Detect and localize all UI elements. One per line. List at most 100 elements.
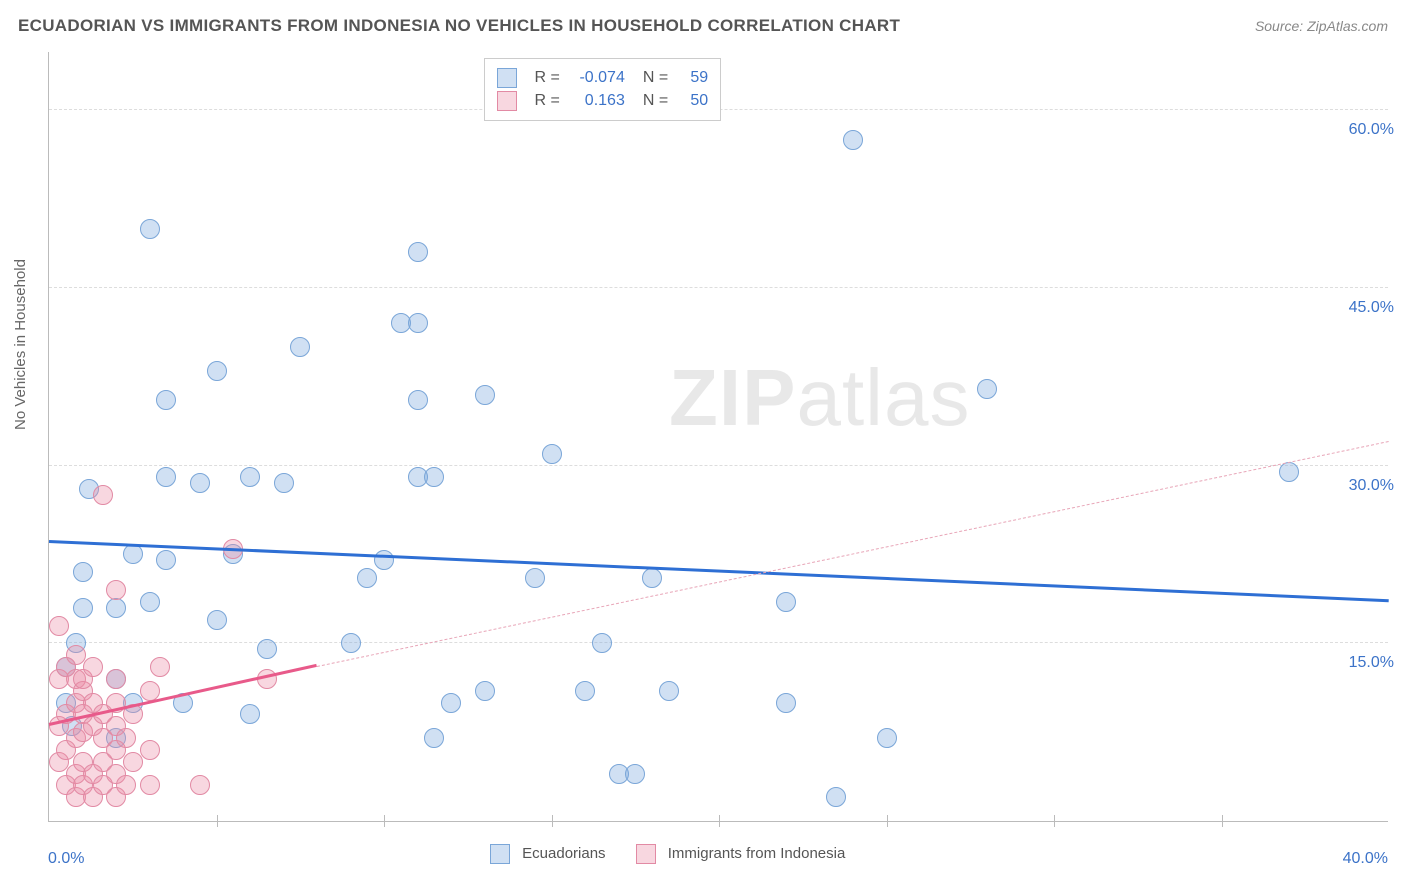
stats-swatch xyxy=(497,91,517,111)
stats-box: R = -0.074 N = 59 R = 0.163 N = 50 xyxy=(484,58,722,121)
stats-r-label: R = xyxy=(535,69,560,87)
y-tick-label: 45.0% xyxy=(1349,299,1394,317)
scatter-point xyxy=(73,598,93,618)
scatter-point xyxy=(441,693,461,713)
scatter-point xyxy=(374,550,394,570)
scatter-point xyxy=(140,740,160,760)
scatter-point xyxy=(73,562,93,582)
y-tick-label: 60.0% xyxy=(1349,121,1394,139)
watermark-zip: ZIP xyxy=(669,353,796,442)
legend-swatch-pink xyxy=(636,844,656,864)
legend-label-1: Ecuadorians xyxy=(522,845,605,862)
legend-item-1: Ecuadorians xyxy=(490,844,606,864)
scatter-point xyxy=(575,681,595,701)
legend-swatch-blue xyxy=(490,844,510,864)
plot-area: ZIPatlas xyxy=(48,52,1388,822)
scatter-point xyxy=(274,473,294,493)
trend-line xyxy=(317,441,1389,667)
source-label: Source: ZipAtlas.com xyxy=(1255,18,1388,34)
x-tick xyxy=(719,815,720,827)
gridline xyxy=(49,287,1388,288)
scatter-point xyxy=(357,568,377,588)
x-tick xyxy=(384,815,385,827)
x-tick xyxy=(217,815,218,827)
watermark-atlas: atlas xyxy=(796,353,970,442)
stats-row: R = 0.163 N = 50 xyxy=(497,91,709,111)
x-tick xyxy=(1222,815,1223,827)
scatter-point xyxy=(408,313,428,333)
scatter-point xyxy=(106,598,126,618)
scatter-point xyxy=(877,728,897,748)
title-bar: ECUADORIAN VS IMMIGRANTS FROM INDONESIA … xyxy=(18,16,1388,36)
bottom-legend: Ecuadorians Immigrants from Indonesia xyxy=(490,844,845,864)
scatter-point xyxy=(156,390,176,410)
scatter-point xyxy=(116,775,136,795)
scatter-point xyxy=(140,219,160,239)
stats-row: R = -0.074 N = 59 xyxy=(497,68,709,88)
scatter-point xyxy=(106,669,126,689)
scatter-point xyxy=(257,639,277,659)
scatter-point xyxy=(83,657,103,677)
scatter-point xyxy=(140,592,160,612)
scatter-point xyxy=(592,633,612,653)
scatter-point xyxy=(408,242,428,262)
scatter-point xyxy=(123,752,143,772)
scatter-point xyxy=(150,657,170,677)
scatter-point xyxy=(341,633,361,653)
gridline xyxy=(49,465,1388,466)
scatter-point xyxy=(106,580,126,600)
trend-line xyxy=(49,540,1389,602)
scatter-point xyxy=(240,704,260,724)
x-tick xyxy=(552,815,553,827)
scatter-point xyxy=(140,775,160,795)
stats-n-value: 59 xyxy=(678,69,708,87)
x-tick xyxy=(1054,815,1055,827)
stats-n-label: N = xyxy=(643,92,668,110)
scatter-point xyxy=(525,568,545,588)
stats-swatch xyxy=(497,68,517,88)
scatter-point xyxy=(625,764,645,784)
scatter-point xyxy=(123,544,143,564)
scatter-point xyxy=(424,467,444,487)
stats-n-value: 50 xyxy=(678,92,708,110)
legend-label-2: Immigrants from Indonesia xyxy=(668,845,846,862)
x-axis-max-label: 40.0% xyxy=(1343,850,1388,868)
scatter-point xyxy=(156,467,176,487)
stats-n-label: N = xyxy=(643,69,668,87)
scatter-point xyxy=(659,681,679,701)
scatter-point xyxy=(116,728,136,748)
x-tick xyxy=(887,815,888,827)
scatter-point xyxy=(776,592,796,612)
y-tick-label: 15.0% xyxy=(1349,654,1394,672)
y-axis-label: No Vehicles in Household xyxy=(12,259,29,430)
scatter-point xyxy=(240,467,260,487)
stats-r-value: -0.074 xyxy=(570,69,625,87)
stats-r-value: 0.163 xyxy=(570,92,625,110)
scatter-point xyxy=(156,550,176,570)
scatter-point xyxy=(190,473,210,493)
scatter-point xyxy=(207,361,227,381)
scatter-point xyxy=(424,728,444,748)
scatter-point xyxy=(140,681,160,701)
scatter-point xyxy=(843,130,863,150)
scatter-point xyxy=(207,610,227,630)
scatter-point xyxy=(93,485,113,505)
scatter-point xyxy=(408,390,428,410)
y-tick-label: 30.0% xyxy=(1349,477,1394,495)
scatter-point xyxy=(826,787,846,807)
scatter-point xyxy=(475,681,495,701)
scatter-point xyxy=(776,693,796,713)
stats-r-label: R = xyxy=(535,92,560,110)
scatter-point xyxy=(190,775,210,795)
legend-item-2: Immigrants from Indonesia xyxy=(636,844,846,864)
scatter-point xyxy=(1279,462,1299,482)
scatter-point xyxy=(977,379,997,399)
gridline xyxy=(49,642,1388,643)
scatter-point xyxy=(642,568,662,588)
watermark: ZIPatlas xyxy=(669,352,970,444)
scatter-point xyxy=(290,337,310,357)
scatter-point xyxy=(542,444,562,464)
x-axis-min-label: 0.0% xyxy=(48,850,84,868)
scatter-point xyxy=(49,616,69,636)
chart-title: ECUADORIAN VS IMMIGRANTS FROM INDONESIA … xyxy=(18,16,900,36)
